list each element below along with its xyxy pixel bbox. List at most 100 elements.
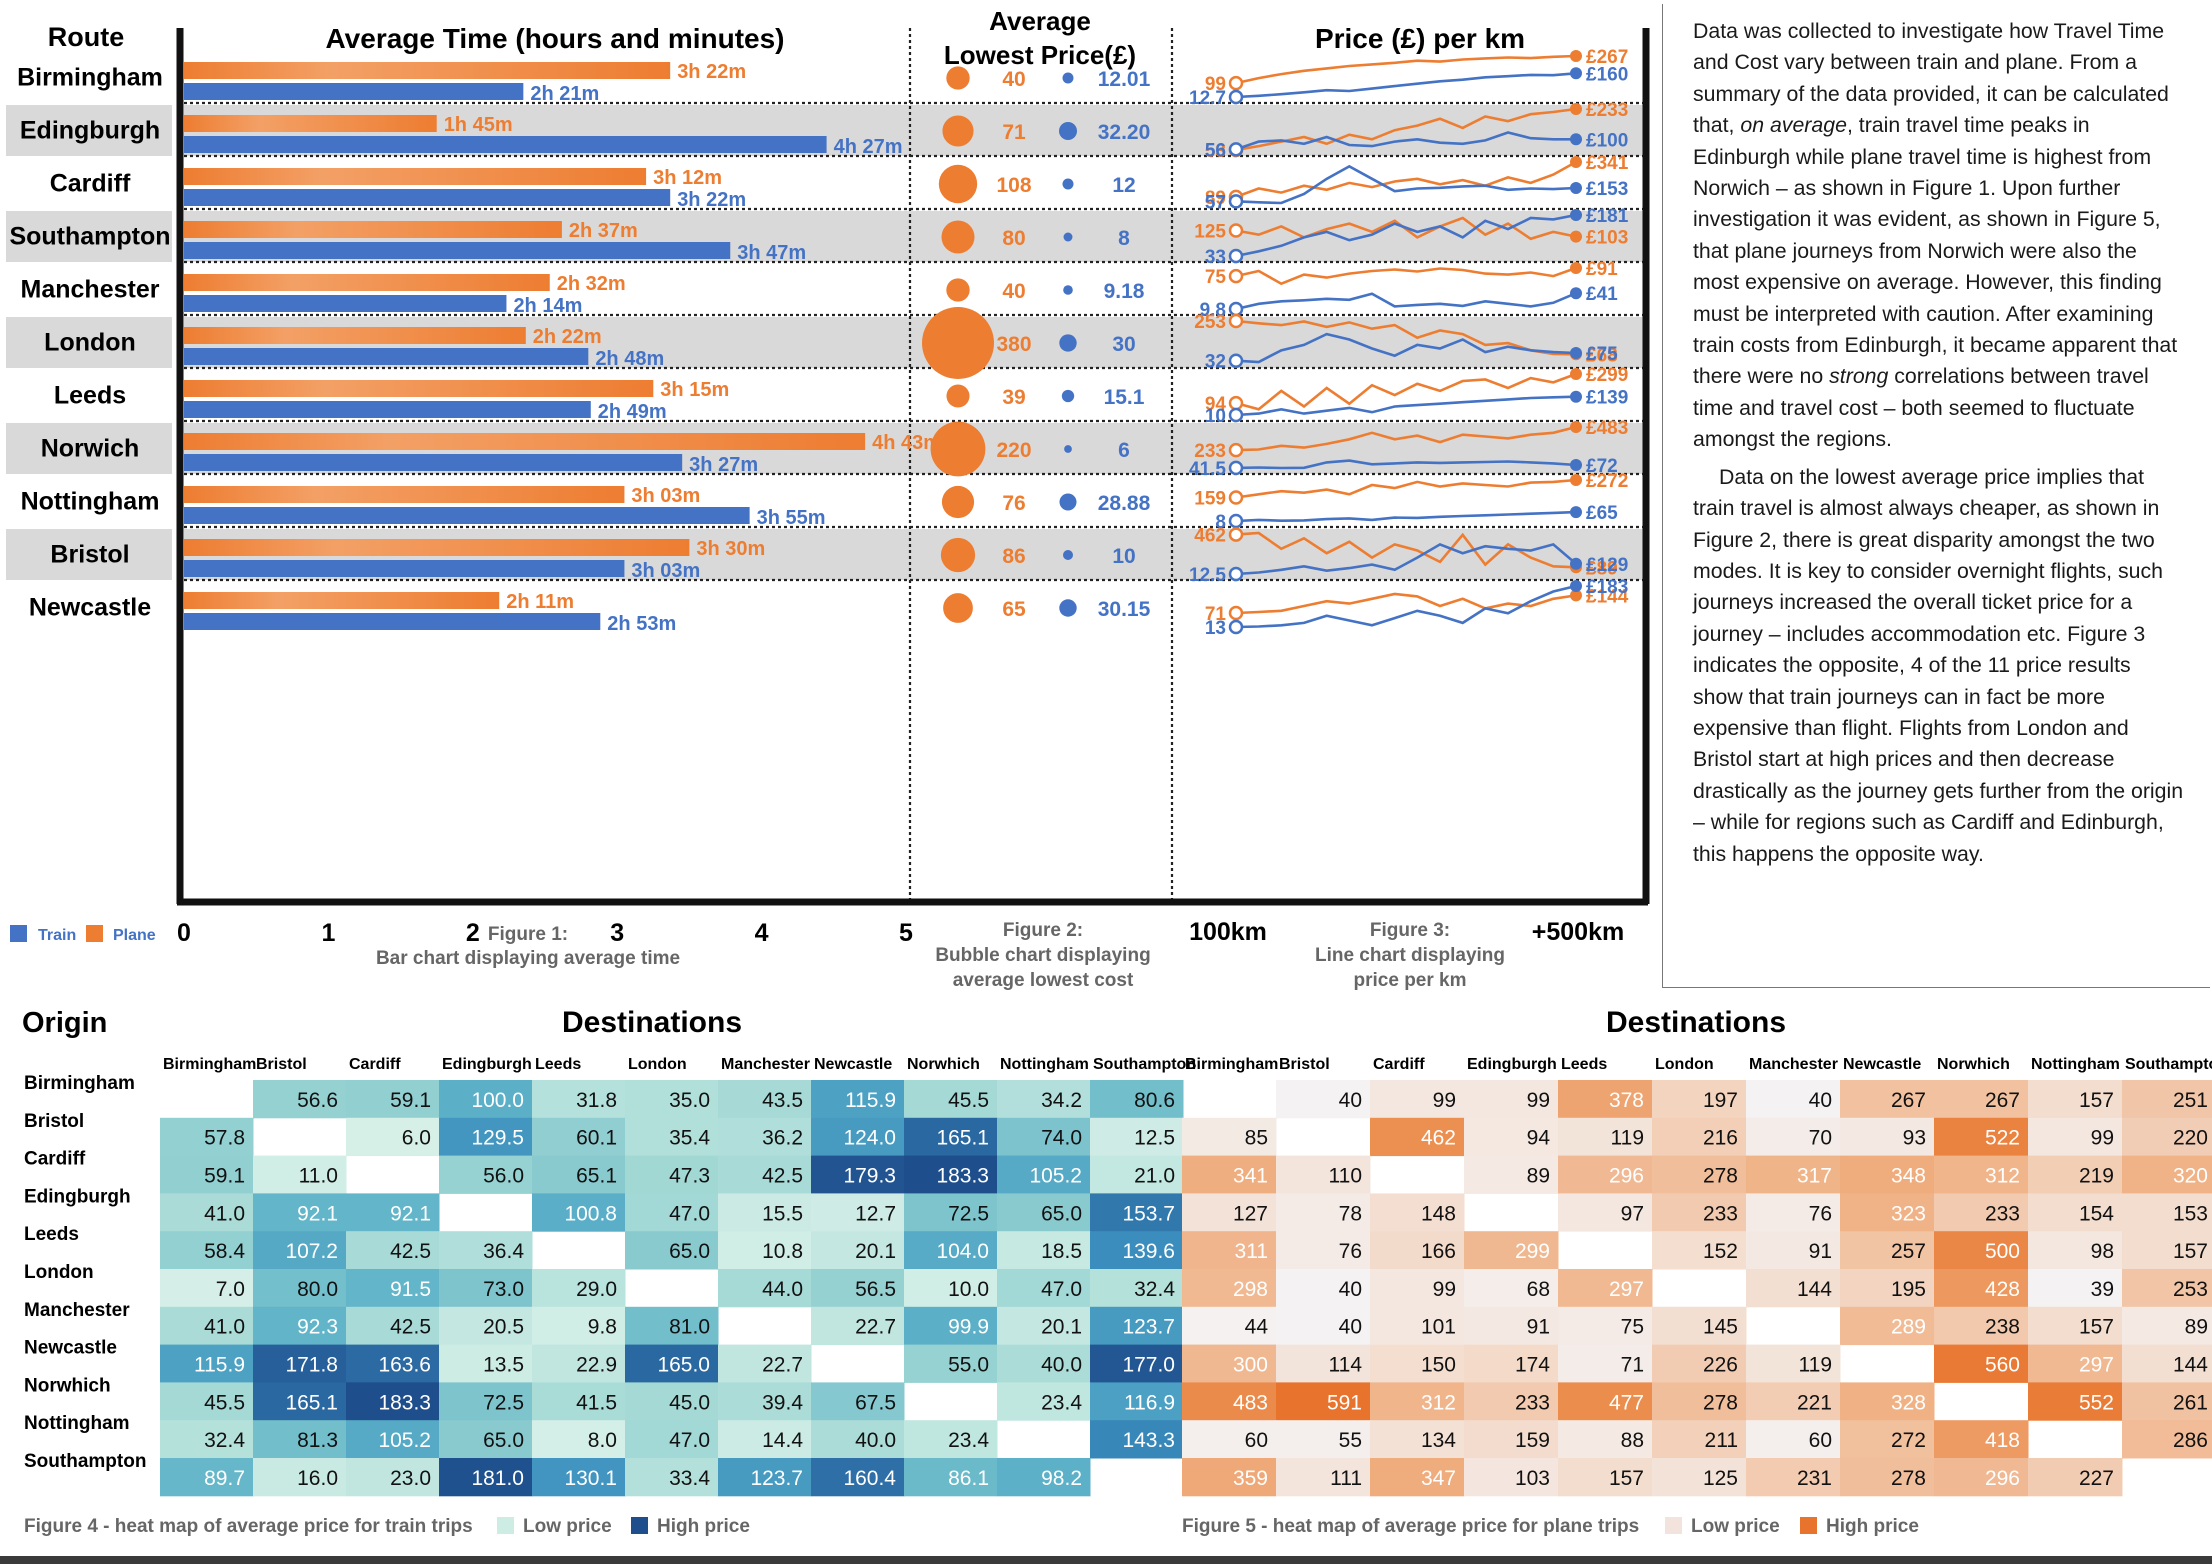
heatmap-cell-value: 123.7 [1122, 1316, 1175, 1339]
plane-bubble-label: 39 [1002, 386, 1025, 409]
heatmap-cell-value: 88 [1621, 1429, 1644, 1452]
heatmap-cell-value: 85 [1245, 1127, 1268, 1150]
plane-bar-label: 3h 30m [696, 538, 765, 560]
train-bar-label: 2h 49m [598, 401, 667, 423]
heatmap-cell-value: 55 [1339, 1429, 1362, 1452]
train-bar [184, 295, 507, 312]
heatmap-cell-value: 183.3 [936, 1165, 989, 1188]
train-start-point [1228, 248, 1244, 264]
heatmap-cell [160, 1269, 254, 1308]
train-end-point [1570, 209, 1582, 221]
heatmap-cell-value: 91 [1809, 1240, 1832, 1263]
heatmap-cell-value: 174 [1515, 1354, 1550, 1377]
heatmap-cell-value: 67.5 [855, 1391, 896, 1414]
plane-bar-label: 3h 12m [653, 167, 722, 189]
heatmap-cell-value: 359 [1233, 1467, 1268, 1490]
heatmap-cell-value: 99 [1527, 1089, 1550, 1112]
heatmap-cell [346, 1269, 440, 1308]
heatmap-cell [904, 1155, 998, 1194]
heatmap-cell-value: 552 [2079, 1391, 2114, 1414]
heatmap-cell [2028, 1231, 2123, 1270]
train-end-label: £129 [1586, 555, 1628, 576]
heatmap-cell [160, 1458, 254, 1497]
heatmap-column-label: Birmingham [163, 1056, 256, 1073]
heatmap-cell [997, 1306, 1091, 1346]
train-bubble [1062, 72, 1074, 84]
train-start-point [1228, 566, 1244, 582]
heatmap-cell [439, 1231, 533, 1270]
plane-bar [184, 380, 654, 397]
heatmap-cell [2028, 1382, 2123, 1421]
heatmap-cell [1370, 1382, 1465, 1421]
route-label: Edingburgh [20, 117, 160, 145]
heatmap-cell [718, 1420, 812, 1459]
heatmap-cell-value: 39 [2091, 1278, 2114, 1301]
heatmap-cell [439, 1382, 533, 1421]
heatmap-cell-value: 179.3 [843, 1165, 896, 1188]
train-bar-label: 2h 48m [595, 348, 664, 370]
heatmap-cell-value: 89 [2185, 1316, 2208, 1339]
heatmap-cell [1370, 1193, 1465, 1232]
heatmap-cell [1652, 1193, 1747, 1232]
heatmap-cell-value: 40.0 [855, 1429, 896, 1452]
heatmap-cell-value: 16.0 [297, 1467, 338, 1490]
heatmap-cell [1182, 1193, 1277, 1232]
heatmap-row-label: Norwhich [24, 1375, 111, 1396]
heatmap-cell-value: 20.1 [1041, 1316, 1082, 1339]
plane-end-point [1570, 156, 1582, 168]
heatmap-cell-value: 13.5 [483, 1354, 524, 1377]
plane-bar [184, 221, 562, 238]
heatmap-cell-value: 93 [1903, 1127, 1926, 1150]
heatmap-cell-value: 312 [1421, 1391, 1456, 1414]
heatmap-cell-value: 300 [1233, 1354, 1268, 1377]
train-bar [184, 348, 589, 365]
plane-bar [184, 592, 500, 609]
heatmap-cell [1652, 1382, 1747, 1421]
narrative-text: correlations between travel time and tra… [1693, 364, 2149, 452]
heatmap-cell-value: 348 [1891, 1165, 1926, 1188]
train-price-line [1235, 459, 1577, 470]
plane-start-label: 71 [1205, 604, 1227, 625]
heatmap-cell [1840, 1306, 1935, 1346]
heatmap-cell [1276, 1080, 1371, 1119]
heatmap-cell-value: 45.5 [948, 1089, 989, 1112]
heatmap-cell-value: 233 [1515, 1391, 1550, 1414]
heatmap-cell-value: 36.2 [762, 1127, 803, 1150]
train-start-point [1228, 513, 1244, 529]
heatmap-cell-value: 68 [1527, 1278, 1550, 1301]
heatmap-cell-value: 157 [2079, 1089, 2114, 1112]
fig3-sub1: Line chart displaying [1315, 945, 1505, 966]
heatmap-cell-value: 47.0 [669, 1429, 710, 1452]
plane-bubble [941, 485, 975, 519]
heatmap-cell [1090, 1155, 1184, 1194]
heatmap-cell-value: 40 [1809, 1089, 1832, 1112]
heatmap-cell [1652, 1420, 1747, 1459]
heatmap-cell-value: 8.0 [588, 1429, 617, 1452]
heatmap-cell [160, 1420, 254, 1459]
heatmap-cell [2122, 1382, 2212, 1421]
narrative-box: Data was collected to investigate how Tr… [1662, 4, 2210, 988]
heatmap-cell [439, 1117, 533, 1157]
heatmap-cell [1746, 1382, 1841, 1421]
train-bubble-label: 6 [1118, 439, 1130, 462]
heatmap-cell-value: 152 [1703, 1240, 1738, 1263]
heatmap-cell-value: 378 [1609, 1089, 1644, 1112]
heatmap-cell [1370, 1306, 1465, 1346]
plane-bubble-label: 86 [1002, 545, 1025, 568]
heatmap-cell [2122, 1269, 2212, 1308]
heatmap-cell-value: 55.0 [948, 1354, 989, 1377]
heatmap-cell-value: 36.4 [483, 1240, 524, 1263]
heatmap-cell [160, 1306, 254, 1346]
heatmap-cell-value: 145 [1703, 1316, 1738, 1339]
heatmap-cell-value: 238 [1985, 1316, 2020, 1339]
plane-start-label: 89 [1205, 188, 1226, 209]
heatmap-column-label: Newcastle [1843, 1056, 1921, 1073]
train-bubble-label: 28.88 [1098, 492, 1151, 515]
plane-bar-label: 4h 43m [872, 432, 941, 454]
heatmap-cell [904, 1231, 998, 1270]
heatmap-cell-value: 76 [1809, 1202, 1832, 1225]
heatmap-cell [1370, 1269, 1465, 1308]
train-start-point [1228, 194, 1244, 209]
heatmap-cell [253, 1344, 347, 1383]
heatmap-cell [718, 1458, 812, 1497]
